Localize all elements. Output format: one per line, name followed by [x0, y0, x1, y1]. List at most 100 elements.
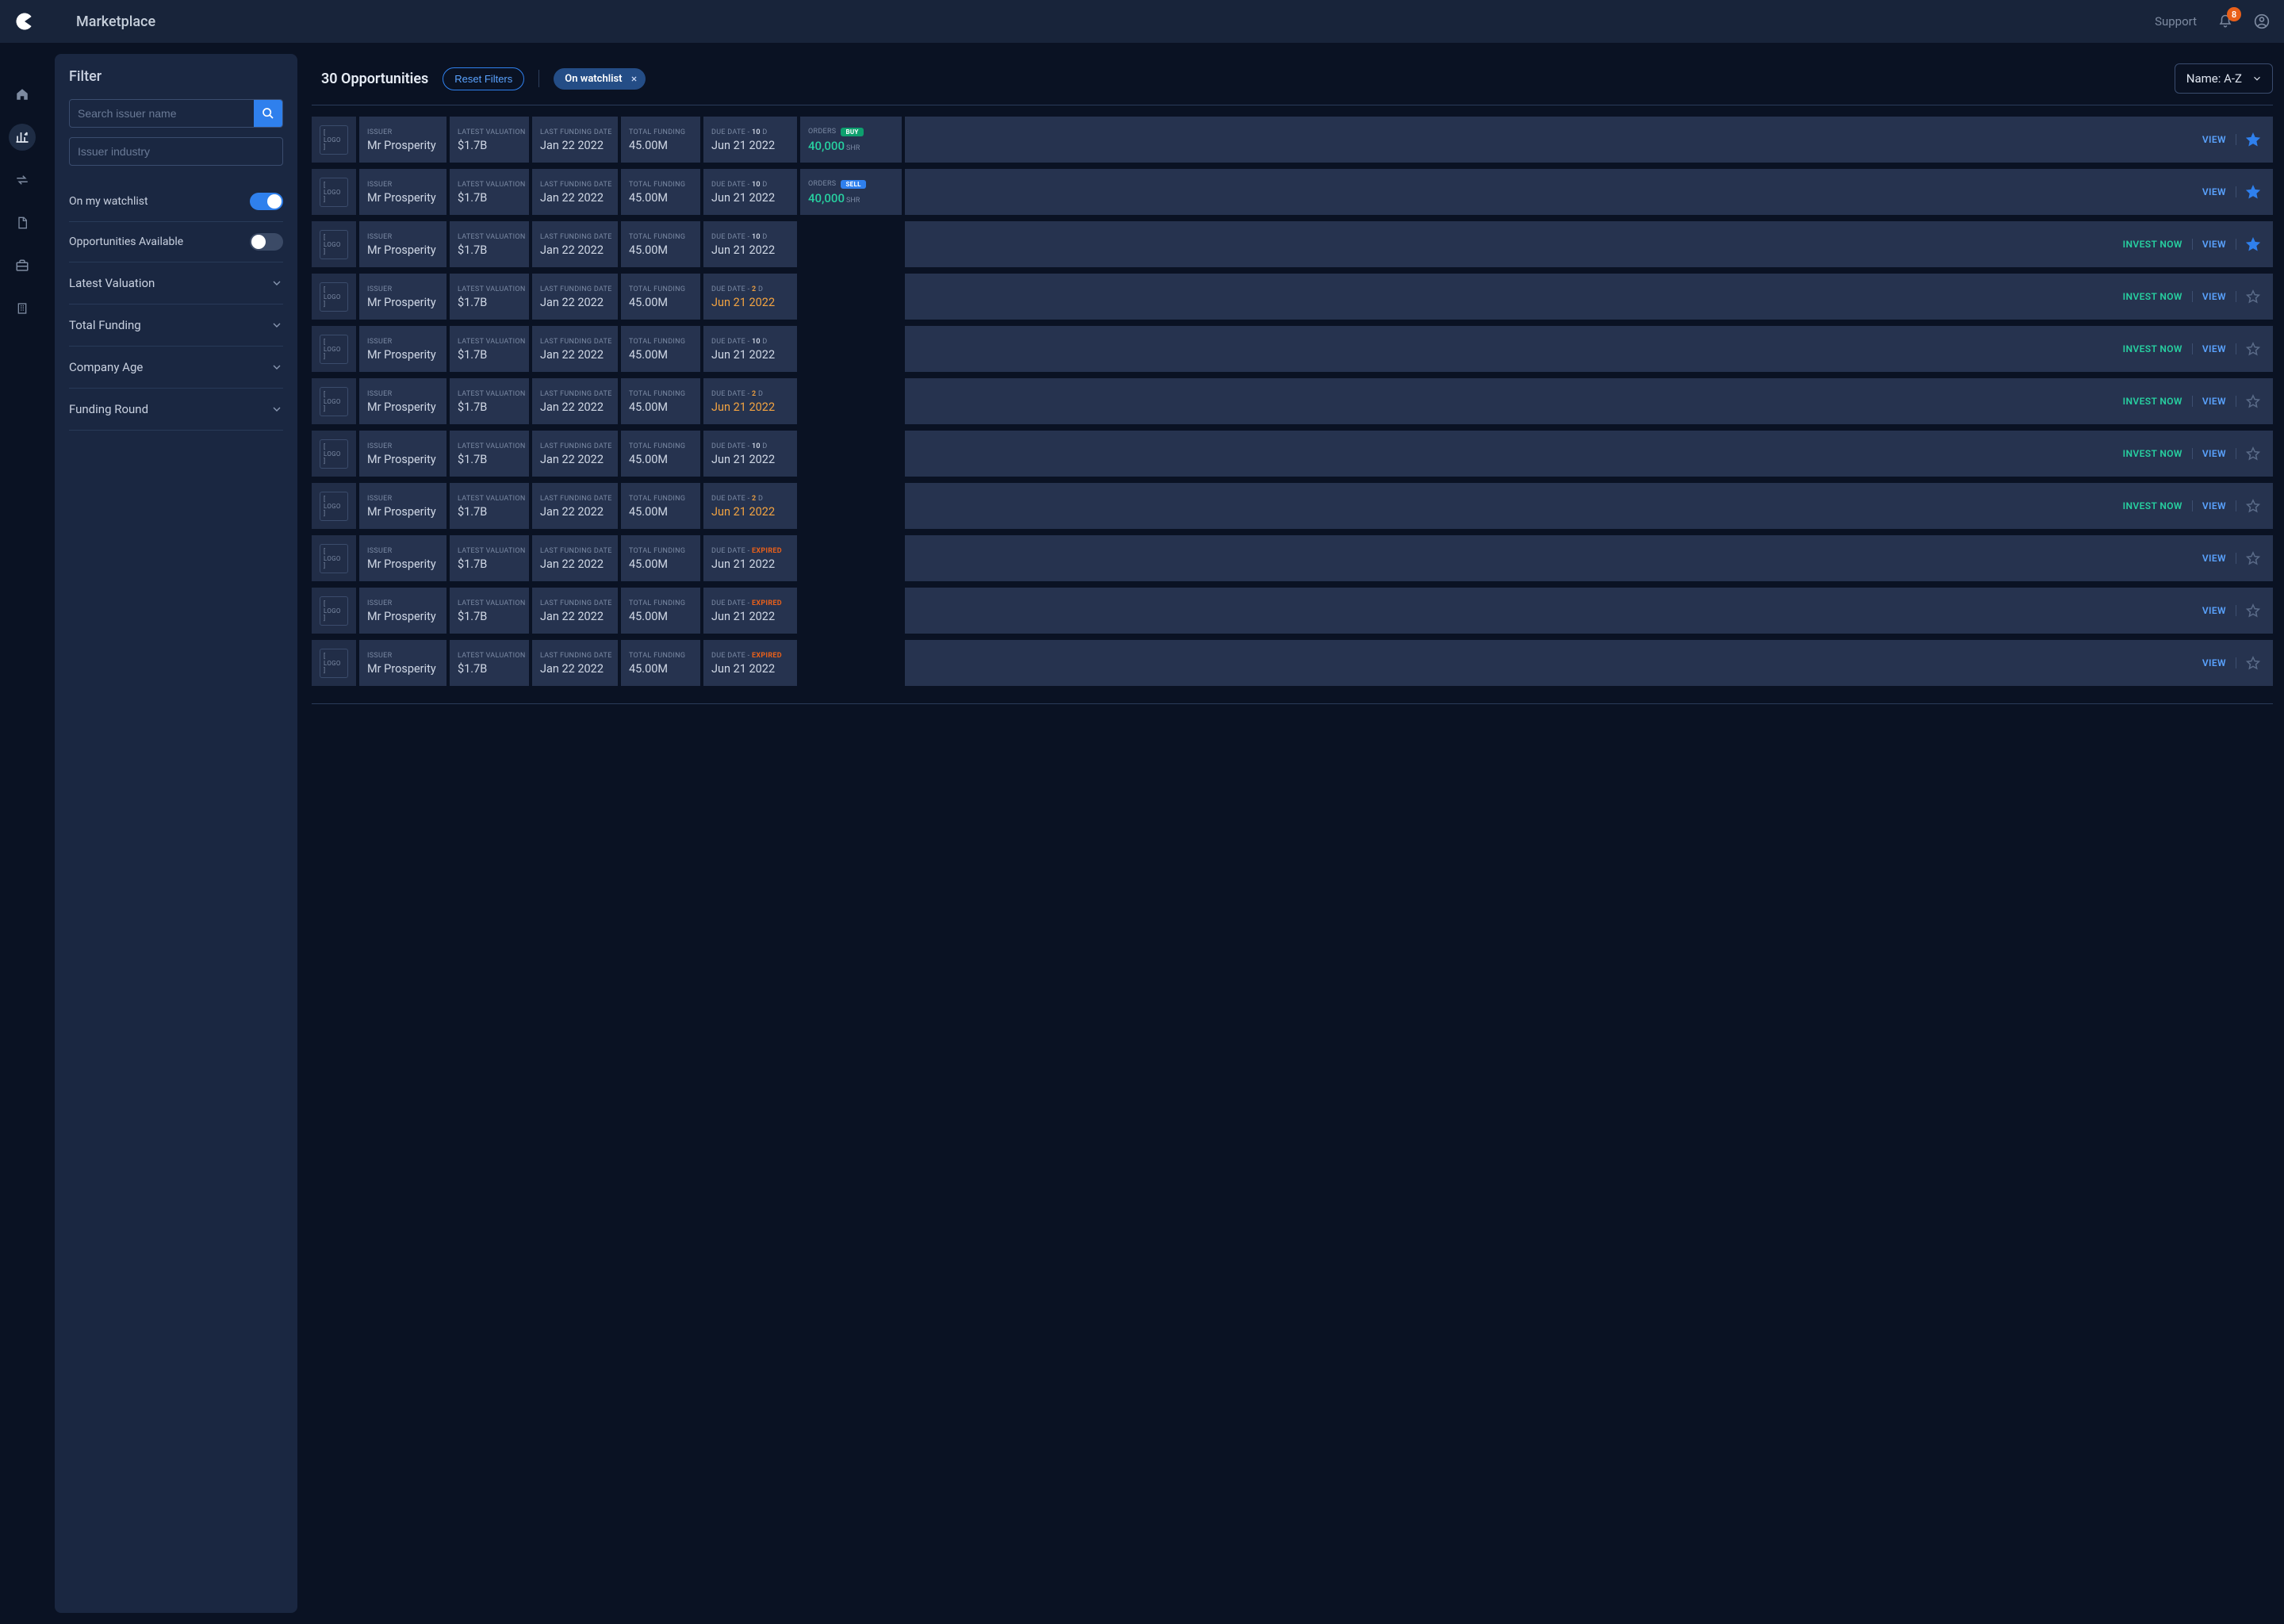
accordion-latest-valuation[interactable]: Latest Valuation — [69, 262, 283, 304]
cell-orders: ORDERS BUY 40,000SHR — [800, 117, 902, 163]
nav-transfers[interactable] — [9, 167, 36, 193]
cell-valuation: LATEST VALUATION $1.7B — [450, 117, 529, 163]
cell-issuer: ISSUER Mr Prosperity — [359, 221, 446, 267]
invest-now-button[interactable]: INVEST NOW — [2123, 239, 2182, 250]
support-link[interactable]: Support — [2155, 14, 2197, 29]
valuation-label: LATEST VALUATION — [458, 390, 521, 398]
watchlist-star-button[interactable] — [2246, 499, 2260, 513]
nav-company[interactable] — [9, 295, 36, 322]
watchlist-toggle[interactable] — [250, 193, 283, 210]
main-area: Filter On my watchlist Opportunities Ava… — [44, 43, 2284, 1624]
cell-logo: [ LOGO ] — [312, 640, 356, 686]
watchlist-star-button[interactable] — [2246, 394, 2260, 408]
total-funding-label: TOTAL FUNDING — [629, 599, 692, 607]
view-button[interactable]: VIEW — [2202, 396, 2226, 407]
row-actions: INVEST NOW VIEW — [905, 378, 2273, 424]
invest-now-button[interactable]: INVEST NOW — [2123, 396, 2182, 407]
filter-chip-remove[interactable] — [630, 75, 638, 82]
issuer-label: ISSUER — [367, 442, 439, 450]
view-button[interactable]: VIEW — [2202, 186, 2226, 197]
cell-due-date: DUE DATE - 10 D Jun 21 2022 — [703, 117, 797, 163]
issuer-label: ISSUER — [367, 338, 439, 346]
cell-total-funding: TOTAL FUNDING 45.00M — [621, 378, 700, 424]
cell-orders-empty — [800, 221, 902, 267]
invest-now-button[interactable]: INVEST NOW — [2123, 500, 2182, 511]
view-button[interactable]: VIEW — [2202, 657, 2226, 668]
industry-input[interactable] — [69, 137, 283, 166]
watchlist-star-button[interactable] — [2246, 342, 2260, 356]
content-header: 30 Opportunities Reset Filters On watchl… — [312, 54, 2273, 100]
briefcase-icon — [15, 259, 29, 273]
order-type-pill: SELL — [841, 180, 865, 189]
valuation-value: $1.7B — [458, 296, 521, 309]
due-date-label: DUE DATE - EXPIRED — [711, 547, 789, 555]
nav-portfolio[interactable] — [9, 252, 36, 279]
cell-issuer: ISSUER Mr Prosperity — [359, 169, 446, 215]
watchlist-star-button[interactable] — [2246, 446, 2260, 461]
filter-chip-label: On watchlist — [565, 73, 622, 85]
view-button[interactable]: VIEW — [2202, 605, 2226, 616]
watchlist-toggle-label: On my watchlist — [69, 195, 148, 208]
watchlist-star-button[interactable] — [2246, 656, 2260, 670]
view-button[interactable]: VIEW — [2202, 553, 2226, 564]
watchlist-star-button[interactable] — [2246, 132, 2260, 147]
issuer-label: ISSUER — [367, 285, 439, 293]
view-button[interactable]: VIEW — [2202, 239, 2226, 250]
cell-total-funding: TOTAL FUNDING 45.00M — [621, 535, 700, 581]
row-actions: INVEST NOW VIEW — [905, 431, 2273, 477]
nav-marketplace[interactable] — [9, 124, 36, 151]
building-icon — [16, 301, 29, 316]
action-separator — [2192, 239, 2193, 250]
invest-now-button[interactable]: INVEST NOW — [2123, 448, 2182, 459]
accordion-company-age[interactable]: Company Age — [69, 347, 283, 389]
opportunity-row: [ LOGO ] ISSUER Mr Prosperity LATEST VAL… — [312, 535, 2273, 581]
nav-home[interactable] — [9, 81, 36, 108]
invest-now-button[interactable]: INVEST NOW — [2123, 291, 2182, 302]
profile-button[interactable] — [2254, 13, 2270, 29]
cell-valuation: LATEST VALUATION $1.7B — [450, 483, 529, 529]
sort-select[interactable]: Name: A-Z — [2175, 63, 2273, 94]
search-button[interactable] — [254, 100, 282, 127]
opportunity-row: [ LOGO ] ISSUER Mr Prosperity LATEST VAL… — [312, 483, 2273, 529]
opportunity-row: [ LOGO ] ISSUER Mr Prosperity LATEST VAL… — [312, 274, 2273, 320]
issuer-label: ISSUER — [367, 547, 439, 555]
due-date-label: DUE DATE - 10 D — [711, 128, 789, 136]
view-button[interactable]: VIEW — [2202, 500, 2226, 511]
available-toggle[interactable] — [250, 233, 283, 251]
accordion-total-funding[interactable]: Total Funding — [69, 304, 283, 347]
reset-filters-button[interactable]: Reset Filters — [443, 67, 524, 90]
view-button[interactable]: VIEW — [2202, 448, 2226, 459]
view-button[interactable]: VIEW — [2202, 343, 2226, 354]
opportunity-row: [ LOGO ] ISSUER Mr Prosperity LATEST VAL… — [312, 117, 2273, 163]
valuation-label: LATEST VALUATION — [458, 338, 521, 346]
home-icon — [15, 87, 29, 102]
watchlist-star-button[interactable] — [2246, 603, 2260, 618]
invest-now-button[interactable]: INVEST NOW — [2123, 343, 2182, 354]
total-funding-label: TOTAL FUNDING — [629, 390, 692, 398]
last-funding-label: LAST FUNDING DATE — [540, 390, 610, 398]
chevron-down-icon — [270, 319, 283, 331]
last-funding-value: Jan 22 2022 — [540, 243, 610, 257]
topbar-left: Marketplace — [14, 11, 155, 32]
watchlist-star-button[interactable] — [2246, 237, 2260, 251]
notifications-button[interactable]: 8 — [2217, 13, 2233, 29]
nav-documents[interactable] — [9, 209, 36, 236]
accordion-funding-round[interactable]: Funding Round — [69, 389, 283, 431]
filter-chip-watchlist[interactable]: On watchlist — [554, 68, 645, 90]
cell-issuer: ISSUER Mr Prosperity — [359, 117, 446, 163]
swap-icon — [15, 173, 29, 187]
watchlist-star-button[interactable] — [2246, 551, 2260, 565]
valuation-value: $1.7B — [458, 610, 521, 623]
last-funding-value: Jan 22 2022 — [540, 610, 610, 623]
due-date-label: DUE DATE - EXPIRED — [711, 652, 789, 660]
watchlist-star-button[interactable] — [2246, 289, 2260, 304]
search-issuer-input[interactable] — [70, 100, 254, 127]
cell-total-funding: TOTAL FUNDING 45.00M — [621, 640, 700, 686]
view-button[interactable]: VIEW — [2202, 134, 2226, 145]
row-actions: VIEW — [905, 117, 2273, 163]
cell-logo: [ LOGO ] — [312, 326, 356, 372]
last-funding-label: LAST FUNDING DATE — [540, 128, 610, 136]
view-button[interactable]: VIEW — [2202, 291, 2226, 302]
document-icon — [16, 216, 29, 230]
watchlist-star-button[interactable] — [2246, 185, 2260, 199]
